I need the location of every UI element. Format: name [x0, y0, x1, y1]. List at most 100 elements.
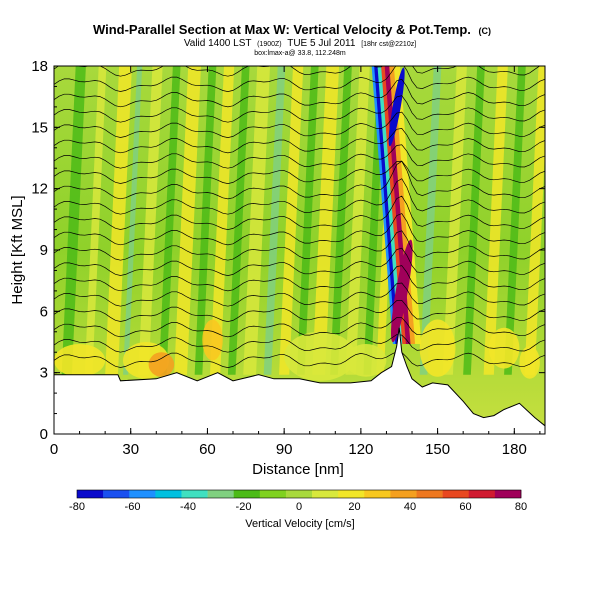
velocity-band [524, 66, 545, 375]
y-axis-label: Height [Kft MSL] [9, 195, 26, 304]
y-tick-label: 6 [40, 303, 48, 320]
x-tick-label: 180 [502, 441, 527, 458]
y-tick-label: 15 [31, 119, 48, 136]
colorbar-swatch [181, 490, 208, 498]
colorbar-tick-label: -60 [125, 501, 141, 513]
updraft-max [391, 239, 413, 343]
x-axis: 0 30 60 90 120 150 180 [50, 66, 541, 458]
velocity-cell [148, 352, 175, 377]
x-tick-label: 0 [50, 441, 58, 458]
y-tick-label: 0 [40, 426, 48, 443]
theta-contour [54, 230, 545, 261]
theta-contour [54, 299, 545, 322]
theta-contour [54, 95, 545, 123]
colorbar-swatch [155, 490, 182, 498]
theta-contour [54, 247, 545, 276]
chart-subtitle: Valid 1400 LST (1900Z) TUE 5 Jul 2011 [1… [184, 38, 416, 49]
x-axis-label: Distance [nm] [252, 461, 344, 478]
colorbar-tick-label: 60 [459, 501, 471, 513]
colorbar-tick-label: 40 [404, 501, 416, 513]
x-tick-label: 90 [276, 441, 293, 458]
colorbar-swatch [364, 490, 391, 498]
velocity-band [158, 66, 181, 375]
colorbar-frame [76, 489, 522, 499]
theta-contour [54, 160, 545, 184]
velocity-cell [488, 327, 520, 369]
x-tick-label: 120 [348, 441, 373, 458]
colorbar-tick-label: 20 [348, 501, 360, 513]
terrain-outline [54, 327, 545, 427]
velocity-band [138, 66, 163, 375]
velocity-band [227, 66, 250, 375]
y-tick-label: 9 [40, 242, 48, 259]
colorbar-tick-label: -40 [180, 501, 196, 513]
theta-contour [54, 195, 545, 230]
colorbar-swatch [338, 490, 365, 498]
theta-contour [54, 178, 545, 215]
velocity-band [504, 66, 526, 375]
velocity-core-band [393, 66, 422, 345]
velocity-band [123, 66, 143, 375]
chart-subtitle-2: box:lmax-a@ 33.8, 112.248m [254, 50, 346, 57]
velocity-band [105, 66, 132, 375]
colorbar-swatch [494, 490, 522, 498]
velocity-cell [345, 344, 387, 377]
velocity-cell [519, 346, 540, 379]
colorbar-tick-label: -20 [236, 501, 252, 513]
colorbar-swatch [468, 490, 496, 498]
theta-contours [54, 66, 545, 368]
x-tick-label: 150 [425, 441, 450, 458]
colorbar-tick-label: -80 [69, 501, 85, 513]
velocity-band [345, 66, 370, 375]
colorbar-swatch [285, 490, 313, 498]
theta-contour [54, 66, 545, 92]
theta-contour [54, 317, 545, 338]
velocity-cell [202, 319, 223, 361]
downdraft-max [388, 67, 405, 147]
title-mark: (C) [479, 26, 492, 36]
y-tick-label: 18 [31, 58, 48, 75]
colorbar-swatch [390, 490, 417, 498]
theta-contour [54, 213, 545, 246]
theta-contour [54, 111, 545, 138]
colorbar-swatch [77, 490, 104, 498]
colorbar-label: Vertical Velocity [cm/s] [245, 518, 354, 530]
colorbar-swatch [416, 490, 443, 498]
colorbar-tick-label: 0 [296, 501, 302, 513]
velocity-band [263, 66, 286, 375]
colorbar-tick-label: 80 [515, 501, 527, 513]
velocity-band [330, 66, 352, 375]
colorbar-swatch [442, 490, 470, 498]
terrain-mask [54, 327, 545, 434]
velocity-cell [54, 344, 106, 377]
colorbar: -80 -60 -40 -20 0 20 40 60 80 [69, 489, 527, 513]
colorbar-swatch [103, 490, 130, 498]
y-tick-label: 12 [31, 181, 48, 198]
colorbar-swatch [312, 490, 339, 498]
velocity-band [483, 66, 508, 375]
velocity-band [209, 66, 235, 375]
theta-contour [54, 160, 545, 200]
velocity-band [312, 66, 340, 375]
velocity-cell [419, 319, 456, 377]
velocity-band [419, 66, 442, 375]
x-tick-label: 60 [199, 441, 216, 458]
y-axis: 0 3 6 9 12 15 18 [31, 58, 545, 443]
y-tick-label: 3 [40, 365, 48, 382]
colorbar-swatch [207, 490, 235, 498]
theta-contour [54, 144, 545, 169]
plot-area [54, 66, 545, 434]
theta-contour [54, 282, 545, 307]
velocity-band [194, 66, 217, 375]
theta-contour [54, 265, 545, 292]
theta-contour [54, 351, 545, 368]
colorbar-swatch [259, 490, 287, 498]
x-tick-label: 30 [122, 441, 139, 458]
theta-contour [54, 66, 541, 77]
theta-contour [54, 78, 545, 108]
velocity-cell [284, 331, 356, 381]
colorbar-swatch [129, 490, 156, 498]
chart-title: Wind-Parallel Section at Max W: Vertical… [93, 22, 491, 37]
theta-contour [54, 334, 545, 353]
